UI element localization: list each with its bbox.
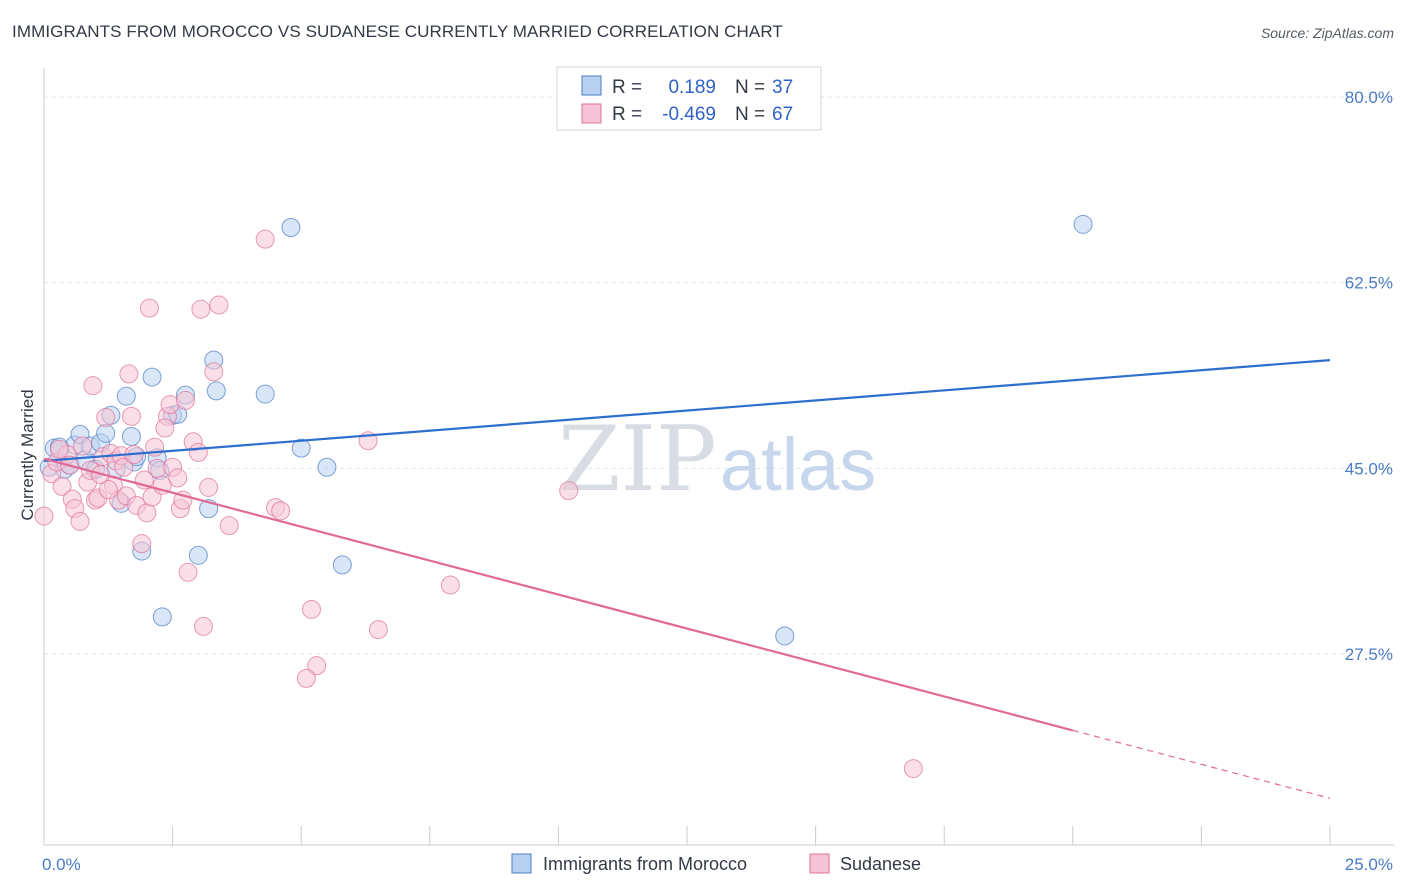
watermark-atlas: atlas — [720, 423, 876, 506]
bottom-legend-swatch-morocco — [511, 853, 532, 874]
y-tick-label-2: 45.0% — [1345, 459, 1393, 478]
point-morocco-30 — [206, 381, 226, 401]
point-sudanese-48 — [209, 295, 229, 315]
point-morocco-20 — [142, 367, 162, 387]
point-sudanese-46 — [199, 477, 219, 497]
point-sudanese-22 — [114, 457, 134, 477]
point-sudanese-3 — [52, 476, 72, 496]
point-sudanese-57 — [368, 620, 388, 640]
bottom-legend-label-morocco: Immigrants from Morocco — [543, 854, 747, 874]
legend-r-label-sudanese: R = — [612, 104, 642, 125]
point-sudanese-7 — [70, 511, 90, 531]
legend-swatch-morocco — [581, 75, 602, 96]
point-sudanese-28 — [132, 534, 152, 554]
point-sudanese-45 — [193, 616, 213, 636]
data-points — [34, 214, 1093, 779]
legend-n-value-morocco: 37 — [772, 77, 793, 98]
source-label: Source: ZipAtlas.com — [1260, 25, 1394, 41]
axes — [43, 68, 1394, 846]
point-morocco-33 — [291, 438, 311, 458]
legend-r-value-morocco: 0.189 — [668, 77, 716, 98]
point-sudanese-52 — [271, 501, 291, 521]
point-sudanese-62 — [98, 480, 118, 500]
point-sudanese-11 — [83, 376, 103, 396]
trend-line-sudanese — [43, 457, 1074, 732]
point-morocco-27 — [188, 545, 208, 565]
point-sudanese-16 — [96, 407, 116, 427]
point-morocco-35 — [332, 555, 352, 575]
point-morocco-32 — [281, 217, 301, 237]
point-sudanese-58 — [440, 575, 460, 595]
x-tick-label-0: 0.0% — [42, 855, 81, 874]
y-tick-labels: 80.0% 62.5% 45.0% 27.5% — [1345, 88, 1393, 664]
y-tick-label-3: 27.5% — [1345, 645, 1393, 664]
y-axis-label: Currently Married — [18, 389, 37, 520]
legend-n-label-morocco: N = — [735, 77, 765, 98]
trend-line-morocco — [43, 359, 1331, 463]
point-sudanese-43 — [188, 442, 208, 462]
legend-n-label-sudanese: N = — [735, 104, 765, 125]
point-morocco-37 — [1073, 214, 1093, 234]
point-sudanese-0 — [34, 506, 54, 526]
point-sudanese-24 — [119, 364, 139, 384]
point-sudanese-63 — [155, 418, 175, 438]
point-sudanese-59 — [559, 481, 579, 501]
point-sudanese-8 — [73, 436, 93, 456]
y-tick-label-0: 80.0% — [1345, 88, 1393, 107]
legend-r-label-morocco: R = — [612, 77, 642, 98]
legend-swatch-sudanese — [581, 103, 602, 124]
point-morocco-11 — [96, 423, 116, 443]
y-tick-label-1: 62.5% — [1345, 274, 1393, 293]
point-morocco-34 — [317, 457, 337, 477]
bottom-legend-swatch-sudanese — [809, 853, 830, 874]
point-sudanese-40 — [175, 390, 195, 410]
point-morocco-15 — [116, 386, 136, 406]
point-sudanese-44 — [191, 299, 211, 319]
point-sudanese-64 — [49, 439, 69, 459]
legend-r-value-sudanese: -0.469 — [662, 104, 716, 125]
x-tick-labels: 0.0% 25.0% — [42, 855, 1393, 874]
watermark-zip: ZIP — [558, 407, 717, 512]
top-legend: R = 0.189 N = 37 R = -0.469 N = 67 — [556, 66, 822, 131]
point-morocco-36 — [775, 626, 795, 646]
point-sudanese-54 — [307, 656, 327, 676]
point-sudanese-49 — [219, 516, 239, 536]
point-sudanese-47 — [204, 362, 224, 382]
point-sudanese-55 — [296, 668, 316, 688]
point-sudanese-38 — [168, 468, 188, 488]
point-morocco-16 — [121, 427, 141, 447]
x-tick-label-1: 25.0% — [1345, 855, 1393, 874]
bottom-legend-label-sudanese: Sudanese — [840, 854, 921, 874]
chart-title: IMMIGRANTS FROM MOROCCO VS SUDANESE CURR… — [12, 22, 783, 41]
point-sudanese-29 — [137, 503, 157, 523]
legend-n-value-sudanese: 67 — [772, 104, 793, 125]
point-sudanese-50 — [255, 229, 275, 249]
point-morocco-31 — [255, 384, 275, 404]
point-sudanese-25 — [121, 406, 141, 426]
point-sudanese-60 — [903, 759, 923, 779]
grid-lines — [44, 96, 1394, 655]
trend-lines — [43, 359, 1331, 799]
point-sudanese-30 — [139, 298, 159, 318]
point-sudanese-53 — [301, 599, 321, 619]
bottom-legend: Immigrants from Morocco Sudanese — [511, 853, 921, 874]
point-morocco-23 — [152, 607, 172, 627]
trend-line-dashed-sudanese — [1072, 729, 1331, 799]
point-sudanese-41 — [178, 562, 198, 582]
